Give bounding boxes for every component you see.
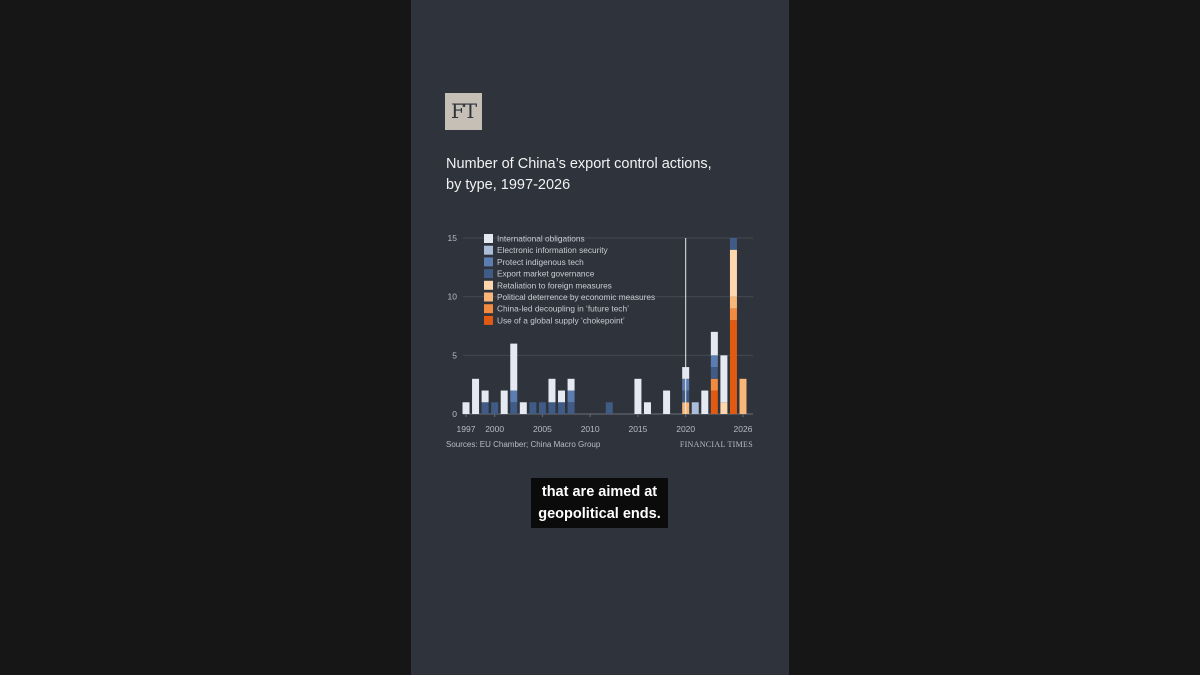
bar-segment: [519, 402, 527, 414]
bar-segment: [663, 390, 671, 414]
blurred-background-left: [0, 0, 411, 675]
chart-title-line-1: Number of China’s export control actions…: [446, 156, 712, 172]
ft-logo: FT: [445, 93, 482, 130]
legend-label: Retaliation to foreign measures: [497, 280, 612, 290]
bar-segment: [481, 402, 489, 414]
legend-swatch: [484, 234, 493, 243]
legend-swatch: [484, 269, 493, 279]
legend-swatch: [484, 292, 493, 302]
chart-title: Number of China’s export control actions…: [446, 154, 766, 196]
bar-segment: [567, 402, 575, 414]
caption-line-2: geopolitical ends.: [538, 506, 661, 522]
bar-segment: [720, 355, 728, 403]
legend-label: Protect indigenous tech: [497, 257, 584, 267]
legend-swatch: [484, 257, 493, 267]
bar-segment: [567, 378, 575, 391]
bar-segment: [729, 238, 737, 250]
y-tick-label: 0: [452, 409, 457, 419]
x-tick-label: 2010: [581, 424, 600, 434]
bar-segment: [643, 402, 651, 414]
bar-segment: [558, 402, 566, 414]
bar-segment: [510, 343, 518, 391]
x-tick-label: 2000: [485, 424, 504, 434]
bar-segment: [567, 390, 575, 403]
bar-segment: [710, 355, 718, 368]
bar-segment: [538, 402, 546, 414]
bar-segment: [548, 402, 556, 414]
publisher-credit: FINANCIAL TIMES: [680, 440, 753, 449]
video-panel: FT Number of China’s export control acti…: [411, 0, 789, 675]
bar-segment: [710, 378, 718, 391]
y-tick-label: 10: [448, 292, 458, 302]
caption-line-1: that are aimed at: [541, 484, 658, 500]
blurred-background-right: [789, 0, 1200, 675]
legend-label: Electronic information security: [497, 245, 609, 255]
legend-label: Use of a global supply ‘chokepoint’: [497, 315, 625, 325]
legend-swatch: [484, 315, 493, 325]
bar-segment: [710, 331, 718, 356]
x-tick-label: 1997: [457, 424, 476, 434]
bar-segment: [558, 390, 566, 403]
bar-segment: [634, 378, 642, 414]
subtitle-caption: that are aimed at geopolitical ends.: [531, 478, 668, 528]
bar-segment: [529, 402, 537, 414]
bar-segment: [510, 402, 518, 414]
x-tick-label: 2020: [676, 424, 695, 434]
bar-segment: [729, 320, 737, 414]
chart-title-line-2: by type, 1997-2026: [446, 177, 571, 193]
legend-label: Export market governance: [497, 269, 595, 279]
x-tick-label: 2015: [628, 424, 647, 434]
legend-swatch: [484, 245, 493, 255]
bar-segment: [510, 390, 518, 403]
bar-segment: [710, 390, 718, 414]
legend-swatch: [484, 280, 493, 290]
bar-segment: [481, 390, 489, 403]
bar-segment: [720, 402, 728, 414]
source-note: Sources: EU Chamber; China Macro Group: [446, 440, 601, 449]
legend-swatch: [484, 304, 493, 314]
bar-segment: [472, 378, 480, 414]
bar-segment: [710, 367, 718, 379]
bar-segment: [739, 378, 747, 414]
bar-segment: [605, 402, 613, 414]
legend-label: Political deterrence by economic measure…: [497, 292, 655, 302]
bar-segment: [729, 249, 737, 297]
bar-segment: [462, 402, 470, 414]
bar-segment: [729, 296, 737, 309]
bar-segment: [500, 390, 508, 414]
y-tick-label: 5: [452, 350, 457, 360]
bar-segment: [691, 402, 699, 414]
x-tick-label: 2005: [533, 424, 552, 434]
legend-label: China-led decoupling in ‘future tech’: [497, 304, 629, 314]
bar-segment: [701, 390, 709, 414]
bar-segment: [491, 402, 499, 414]
bar-segment: [548, 378, 556, 403]
x-tick-label: 2026: [734, 424, 753, 434]
y-tick-label: 15: [448, 233, 458, 243]
bar-segment: [729, 308, 737, 321]
legend-label: International obligations: [497, 234, 585, 244]
